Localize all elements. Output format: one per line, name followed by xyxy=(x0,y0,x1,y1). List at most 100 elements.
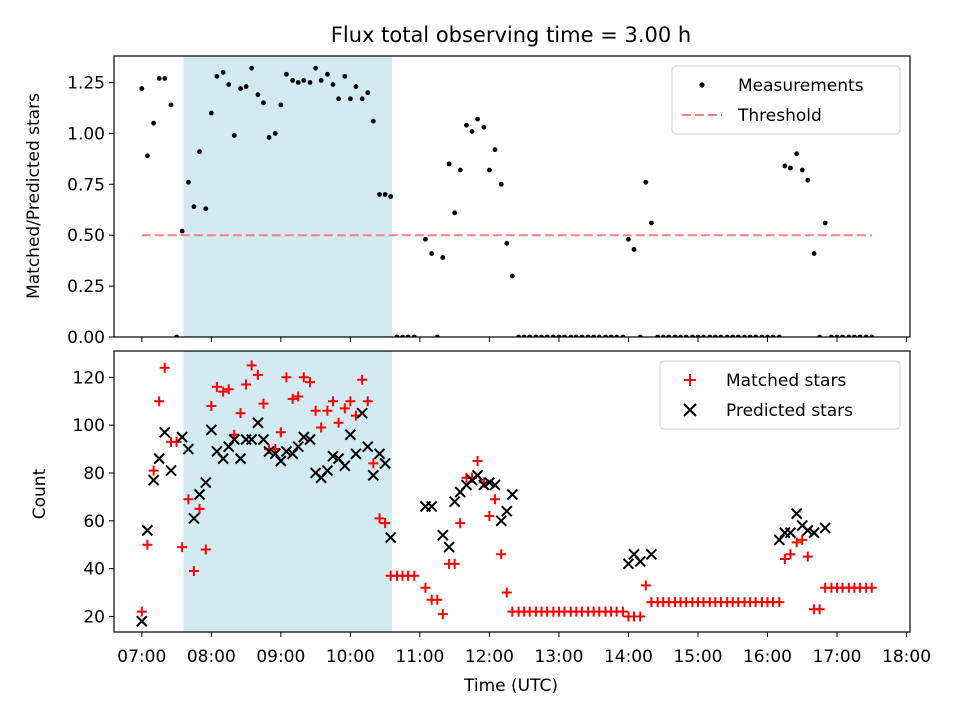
predicted-star-point xyxy=(304,433,316,446)
measurement-point xyxy=(313,65,319,71)
measurement-point xyxy=(469,128,475,134)
axes-frame xyxy=(113,350,911,633)
legend-label: Threshold xyxy=(737,106,822,126)
measurement-point xyxy=(220,69,226,75)
matched-star-point xyxy=(235,408,246,419)
predicted-star-point xyxy=(802,524,814,537)
predicted-star-point xyxy=(153,452,165,465)
predicted-star-point xyxy=(200,476,212,489)
matched-star-point xyxy=(241,379,252,390)
matched-star-point xyxy=(275,427,286,438)
predicted-star-point xyxy=(159,426,171,439)
matched-star-point xyxy=(211,381,222,392)
measurement-point xyxy=(191,204,197,210)
measurement-point xyxy=(487,167,492,173)
matched-star-point xyxy=(791,537,802,548)
predicted-star-point xyxy=(790,507,803,520)
predicted-star-point xyxy=(501,505,513,517)
measurement-point xyxy=(330,82,336,87)
plot-panel-0: 0.00 0.25 0.50 0.75 1.00 1.25 Measurements Thre… xyxy=(67,55,911,348)
matched-star-point xyxy=(258,398,269,409)
y-tick-label: 1.25 xyxy=(67,73,105,93)
matched-star-point xyxy=(154,396,165,407)
measurement-point xyxy=(214,73,220,79)
predicted-star-point xyxy=(298,431,310,443)
predicted-star-point xyxy=(286,448,299,460)
matched-star-point xyxy=(287,393,298,404)
observing-window-span xyxy=(183,56,393,337)
x-tick-label: 15:00 xyxy=(673,647,722,667)
measurement-point xyxy=(365,90,371,96)
matched-star-point xyxy=(617,606,628,617)
marker-group-1 xyxy=(136,360,877,627)
predicted-star-point xyxy=(437,529,449,541)
predicted-star-point xyxy=(321,464,334,477)
plot-panel-1: 20 40 60 80 100 120 07:00 08:00 09:00 10:00 11:00 1… xyxy=(73,350,931,667)
predicted-star-point xyxy=(339,460,351,472)
predicted-star-point xyxy=(205,424,218,436)
predicted-star-point xyxy=(147,474,160,486)
measurement-point xyxy=(231,133,237,138)
x-tick-label: 18:00 xyxy=(882,647,931,667)
measurement-point xyxy=(290,78,296,83)
matched-star-point xyxy=(322,405,333,416)
matched-star-point xyxy=(779,554,790,565)
measurement-point xyxy=(446,161,452,167)
matched-star-point xyxy=(797,534,808,545)
predicted-star-point xyxy=(141,524,154,537)
predicted-star-point xyxy=(362,440,374,453)
matched-star-point xyxy=(635,611,646,622)
y-tick-label: 0.75 xyxy=(67,175,105,195)
predicted-star-point xyxy=(257,433,270,446)
matched-star-point xyxy=(814,604,825,615)
matched-star-point xyxy=(298,372,309,383)
measurement-point xyxy=(782,163,788,169)
y-tick-label: 80 xyxy=(83,464,105,484)
legend: Matched stars Predicted stars xyxy=(659,360,901,430)
predicted-star-point xyxy=(634,555,646,568)
predicted-star-point xyxy=(188,512,200,525)
matched-star-point xyxy=(136,606,147,617)
matched-star-point xyxy=(171,436,182,447)
predicted-star-point xyxy=(350,448,362,460)
matched-star-point xyxy=(496,549,507,560)
matched-star-point xyxy=(246,360,257,371)
x-tick-label: 11:00 xyxy=(395,647,444,667)
measurement-point xyxy=(185,179,191,185)
matched-star-point xyxy=(316,422,327,433)
predicted-star-point xyxy=(228,433,240,446)
matched-star-point xyxy=(148,465,159,476)
matched-star-point xyxy=(188,566,199,577)
measurement-point xyxy=(423,236,428,242)
measurement-point xyxy=(144,153,150,159)
matched-star-point xyxy=(206,401,217,412)
measurement-point xyxy=(440,255,446,260)
measurement-point xyxy=(318,78,324,83)
predicted-star-point xyxy=(379,457,391,470)
measurement-point xyxy=(811,251,817,256)
measurement-point xyxy=(139,86,145,91)
measurement-point xyxy=(203,206,209,212)
matched-star-point xyxy=(281,372,292,383)
measurement-point xyxy=(151,120,157,126)
predicted-star-point xyxy=(489,479,501,491)
x-tick-label: 17:00 xyxy=(813,647,862,667)
measurement-point xyxy=(481,124,487,130)
predicted-star-point xyxy=(269,448,281,460)
matched-star-point xyxy=(310,405,321,416)
measurement-point xyxy=(307,80,313,85)
measurement-point xyxy=(794,151,800,157)
matched-star-point xyxy=(484,511,495,522)
measurement-point xyxy=(295,80,301,85)
legend-box xyxy=(671,65,901,135)
predicted-star-point xyxy=(819,522,831,534)
matched-star-point xyxy=(339,403,350,414)
measurement-point xyxy=(631,247,637,252)
matched-star-point xyxy=(374,513,385,524)
measurement-point xyxy=(498,181,504,187)
measurement-point xyxy=(799,167,805,173)
measurement-point xyxy=(261,100,266,106)
matched-star-point xyxy=(472,456,483,467)
measurement-point xyxy=(179,228,185,234)
